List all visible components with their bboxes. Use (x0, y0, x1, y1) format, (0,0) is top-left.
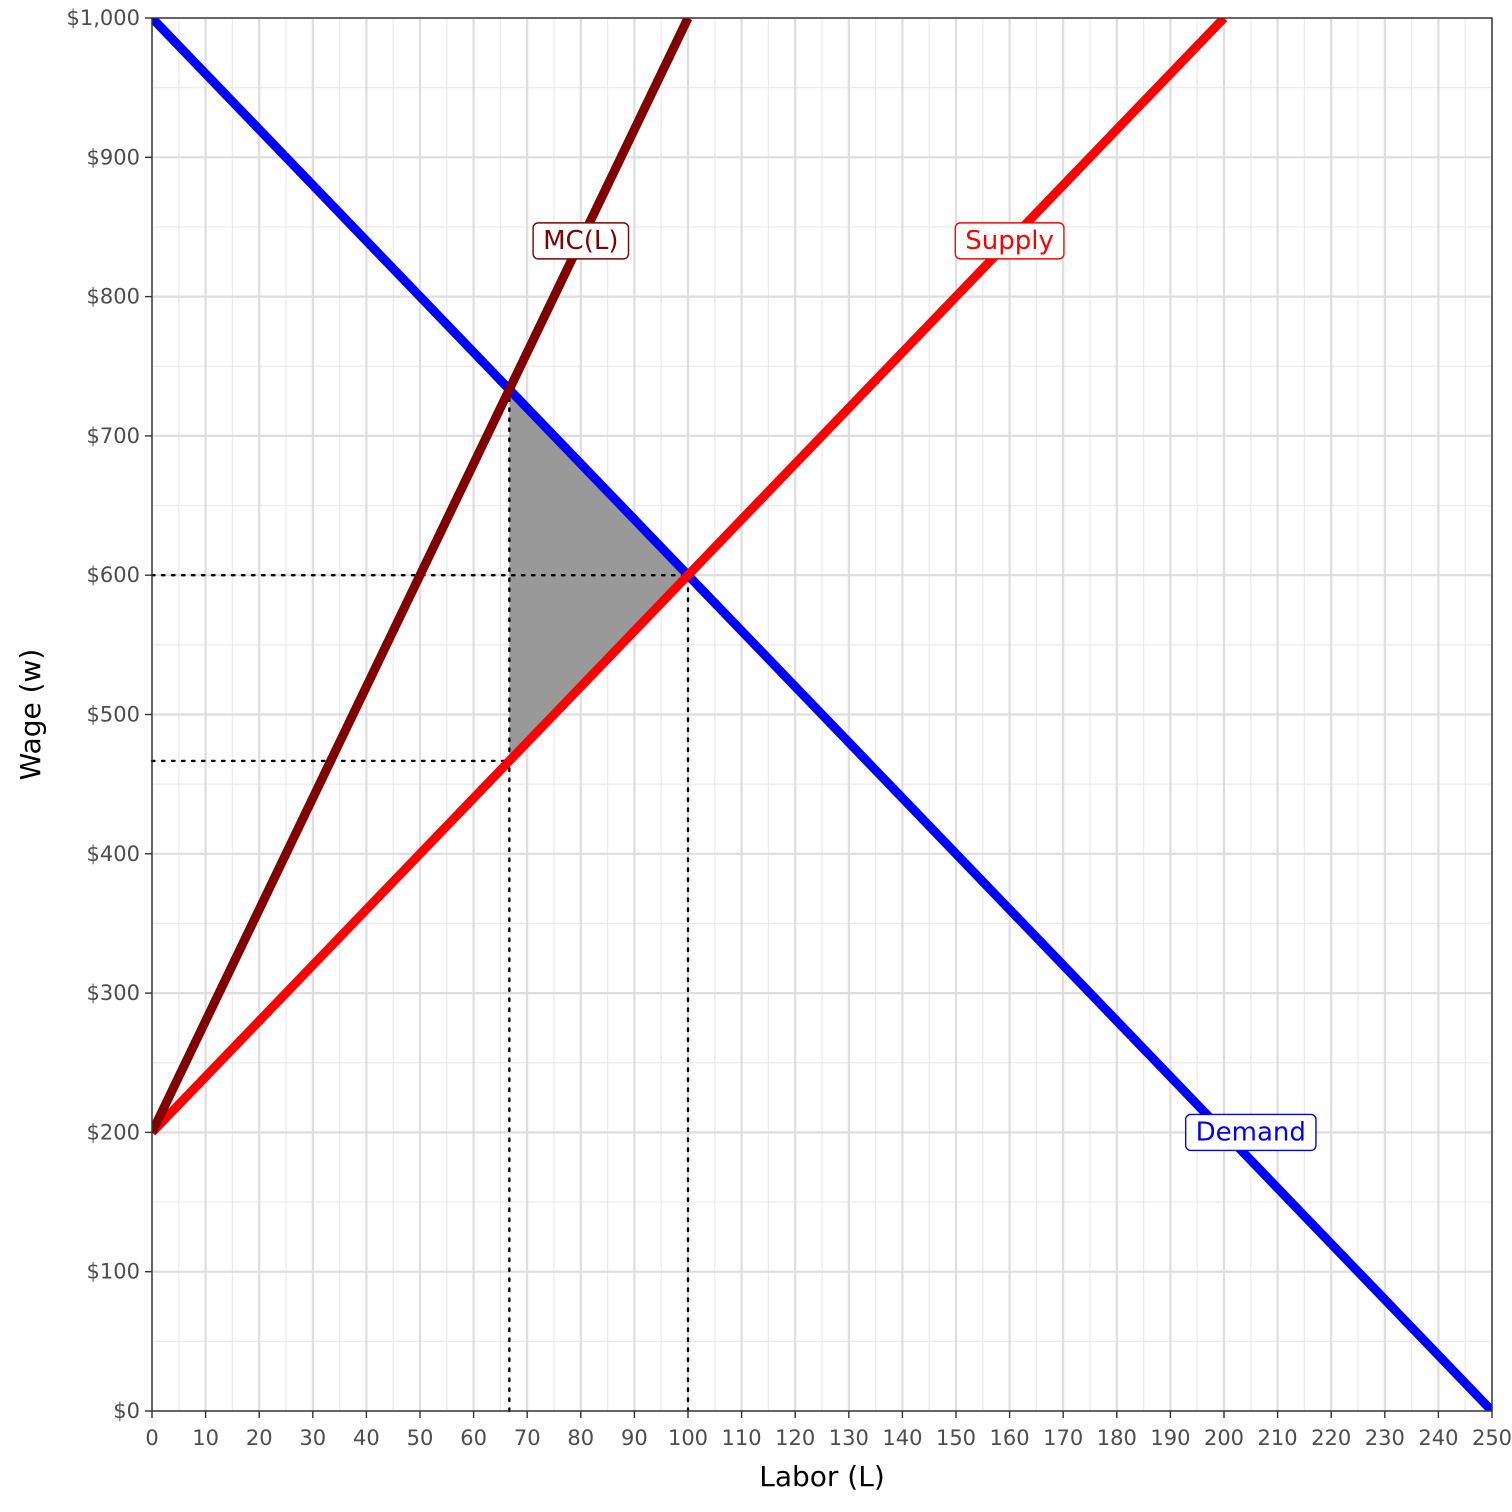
supply-label-text: Supply (965, 226, 1054, 256)
curve-labels: MC(L) Supply Demand (532, 222, 1317, 1152)
y-tick-label: $600 (87, 563, 140, 587)
x-tick-label: 80 (567, 1426, 594, 1450)
x-tick-label: 70 (514, 1426, 541, 1450)
mc-l-label: MC(L) (532, 222, 630, 260)
x-tick-label: 210 (1258, 1426, 1298, 1450)
y-tick-label: $200 (87, 1120, 140, 1144)
demand-label: Demand (1184, 1113, 1317, 1152)
y-tick-label: $700 (87, 424, 140, 448)
x-tick-label: 110 (722, 1426, 762, 1450)
mc-l-label-box (532, 222, 630, 260)
y-tick-label: $400 (87, 842, 140, 866)
y-tick-label: $100 (87, 1260, 140, 1284)
x-tick-label: 140 (882, 1426, 922, 1450)
x-tick-label: 250 (1472, 1426, 1512, 1450)
supply-label-box (954, 222, 1065, 260)
y-tick-label: $300 (87, 981, 140, 1005)
demand-label-text: Demand (1196, 1117, 1306, 1147)
x-tick-label: 190 (1150, 1426, 1190, 1450)
x-tick-label: 90 (621, 1426, 648, 1450)
x-tick-label: 100 (668, 1426, 708, 1450)
demand-label-box (1184, 1113, 1317, 1152)
x-tick-label: 120 (775, 1426, 815, 1450)
x-tick-label: 230 (1365, 1426, 1405, 1450)
demand-curve (152, 18, 1492, 1411)
y-axis-title: Wage (w) (14, 649, 47, 781)
y-tick-label: $800 (87, 285, 140, 309)
y-tick-label: $500 (87, 703, 140, 727)
x-tick-label: 50 (407, 1426, 434, 1450)
x-tick-label: 160 (990, 1426, 1030, 1450)
y-tick-label: $1,000 (67, 6, 140, 30)
curves (152, 18, 1492, 1411)
y-axis-ticks: $0 $100 $200 $300 $400 $500 $600 $700 $800 $900 $1… (67, 6, 152, 1423)
x-tick-label: 150 (936, 1426, 976, 1450)
x-axis-ticks: 0 10 20 30 40 50 60 70 80 90 100 110 120 130 140 150 160… (145, 1411, 1512, 1450)
x-axis-title: Labor (L) (759, 1460, 885, 1493)
deadweight-loss-area (509, 389, 688, 761)
guide-lines (150, 388, 690, 1413)
x-tick-label: 30 (299, 1426, 326, 1450)
x-tick-label: 10 (192, 1426, 219, 1450)
x-tick-label: 200 (1204, 1426, 1244, 1450)
supply-curve (152, 18, 1228, 1136)
x-tick-label: 0 (145, 1426, 158, 1450)
shaded-triangle (509, 389, 688, 761)
mc-l-curve (152, 18, 693, 1135)
y-tick-label: $900 (87, 145, 140, 169)
x-tick-label: 180 (1097, 1426, 1137, 1450)
y-tick-label: $0 (113, 1399, 140, 1423)
x-tick-label: 220 (1311, 1426, 1351, 1450)
x-tick-label: 20 (246, 1426, 273, 1450)
x-tick-label: 40 (353, 1426, 380, 1450)
x-tick-label: 60 (460, 1426, 487, 1450)
supply-label: Supply (954, 222, 1065, 260)
x-tick-label: 170 (1043, 1426, 1083, 1450)
mc-l-label-text: MC(L) (543, 226, 618, 256)
x-tick-label: 130 (829, 1426, 869, 1450)
x-tick-label: 240 (1418, 1426, 1458, 1450)
